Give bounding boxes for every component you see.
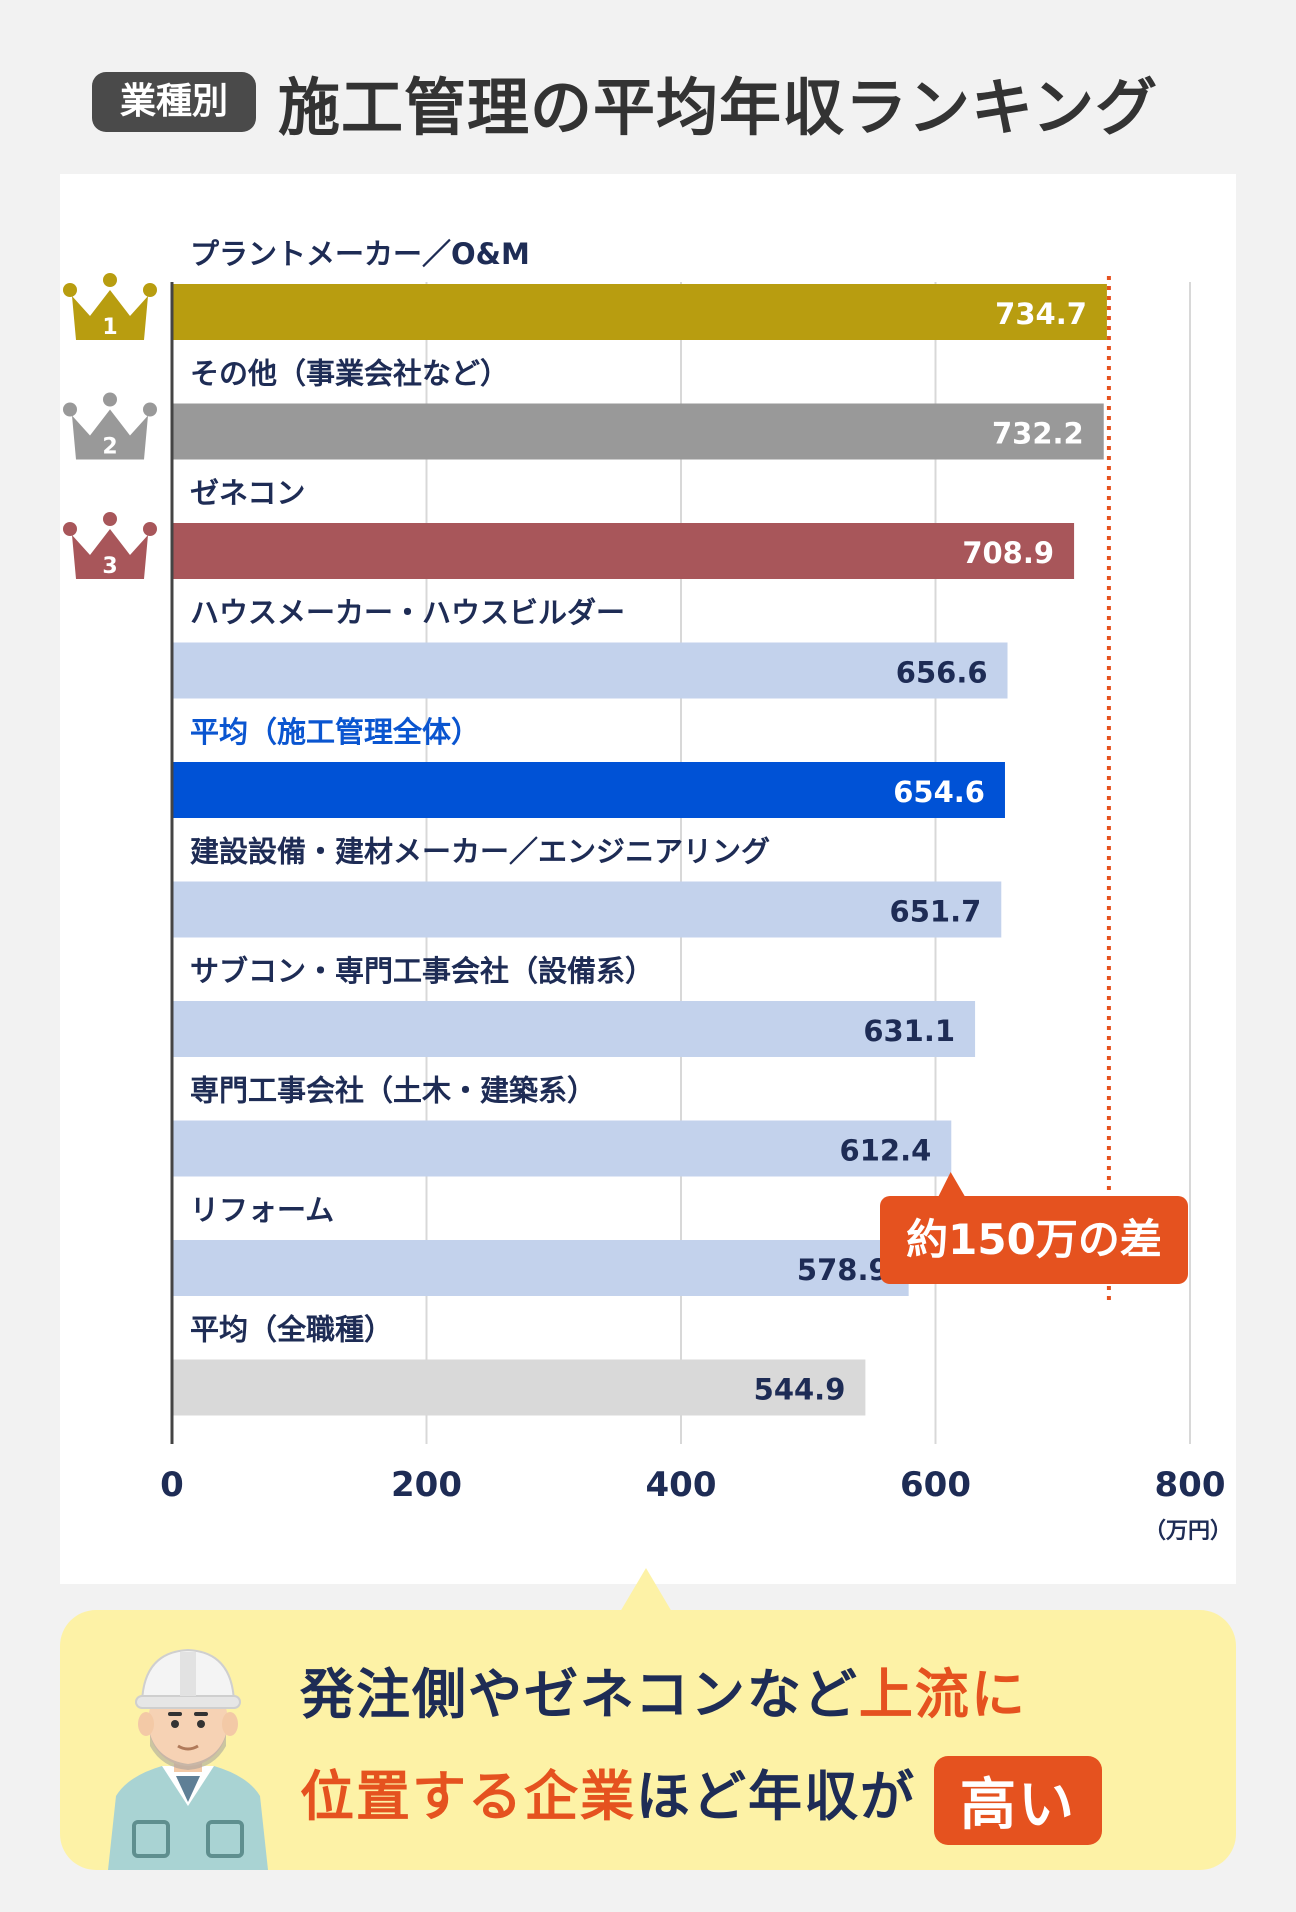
difference-callout — [880, 1196, 1188, 1284]
category-label: リフォーム — [190, 1193, 334, 1227]
speech-bubble-tip — [620, 1568, 672, 1612]
category-label: サブコン・専門工事会社（設備系） — [190, 954, 654, 988]
rank-number: 2 — [102, 435, 117, 460]
value-label: 544.9 — [754, 1373, 846, 1407]
summary-highlight-2a: 位置する企業 — [300, 1765, 636, 1828]
value-label: 656.6 — [896, 656, 988, 690]
value-label: 578.9 — [797, 1253, 889, 1287]
value-label: 708.9 — [962, 536, 1054, 570]
bar — [172, 403, 1104, 460]
summary-text-2b: ほど年収が — [636, 1765, 916, 1828]
difference-callout-text: 約150万の差 — [906, 1215, 1162, 1264]
callout-pointer — [938, 1172, 965, 1196]
bar — [172, 1359, 866, 1416]
rank-number: 1 — [102, 315, 117, 340]
worker-illustration-icon — [108, 1648, 268, 1870]
value-label: 732.2 — [992, 417, 1084, 451]
bar-chart: プラントメーカー／O&M 734.7 その他（事業会社など） 732.2 ゼネコン 708… — [63, 237, 1232, 1544]
summary-text-1a: 発注側やゼネコンなど — [300, 1663, 859, 1726]
x-axis-unit: （万円） — [1144, 1519, 1232, 1544]
value-label: 654.6 — [893, 775, 985, 809]
x-tick-label: 0 — [160, 1465, 184, 1505]
category-label: 専門工事会社（土木・建築系） — [190, 1074, 596, 1108]
summary-line-1: 発注側やゼネコンなど上流に — [300, 1650, 1027, 1729]
page-title: 施工管理の平均年収ランキング — [278, 71, 1159, 144]
value-label: 651.7 — [890, 895, 982, 929]
x-tick-label: 400 — [646, 1465, 717, 1505]
bar — [172, 762, 1005, 818]
rank-number: 3 — [102, 554, 117, 579]
summary-highlight-1b: 上流に — [858, 1663, 1027, 1726]
value-label: 734.7 — [995, 297, 1087, 331]
rank-crown-icon: 1 — [63, 273, 157, 340]
summary-bubble: 発注側やゼネコンなど上流に 位置する企業ほど年収が 高い — [60, 1610, 1236, 1870]
bar — [172, 1240, 909, 1296]
rank-crown-icon: 2 — [63, 392, 157, 460]
bar — [172, 881, 1002, 938]
category-label: プラントメーカー／O&M — [190, 237, 530, 271]
header: 業種別 施工管理の平均年収ランキング — [92, 62, 1158, 144]
value-label: 612.4 — [840, 1134, 932, 1168]
rank-crown-icon: 3 — [63, 512, 157, 579]
bar — [172, 1001, 976, 1057]
high-badge: 高い — [934, 1755, 1102, 1845]
category-label: ゼネコン — [190, 476, 305, 510]
category-label: ハウスメーカー・ハウスビルダー — [190, 596, 625, 630]
x-tick-label: 600 — [900, 1465, 971, 1505]
value-label: 631.1 — [863, 1014, 955, 1048]
chart-card: プラントメーカー／O&M 734.7 その他（事業会社など） 732.2 ゼネコン 708… — [60, 174, 1236, 1584]
x-tick-label: 200 — [391, 1465, 462, 1505]
bar — [172, 1120, 952, 1177]
bar — [172, 523, 1075, 579]
category-label: 平均（全職種） — [190, 1313, 393, 1347]
category-label: 建設設備・建材メーカー／エンジニアリング — [190, 835, 770, 869]
bar — [172, 284, 1107, 340]
bar — [172, 642, 1008, 699]
category-tag: 業種別 — [92, 72, 257, 132]
category-label: その他（事業会社など） — [190, 357, 509, 391]
category-label: 平均（施工管理全体） — [190, 715, 480, 749]
x-tick-label: 800 — [1155, 1465, 1226, 1505]
summary-line-2: 位置する企業ほど年収が 高い — [300, 1752, 1102, 1845]
